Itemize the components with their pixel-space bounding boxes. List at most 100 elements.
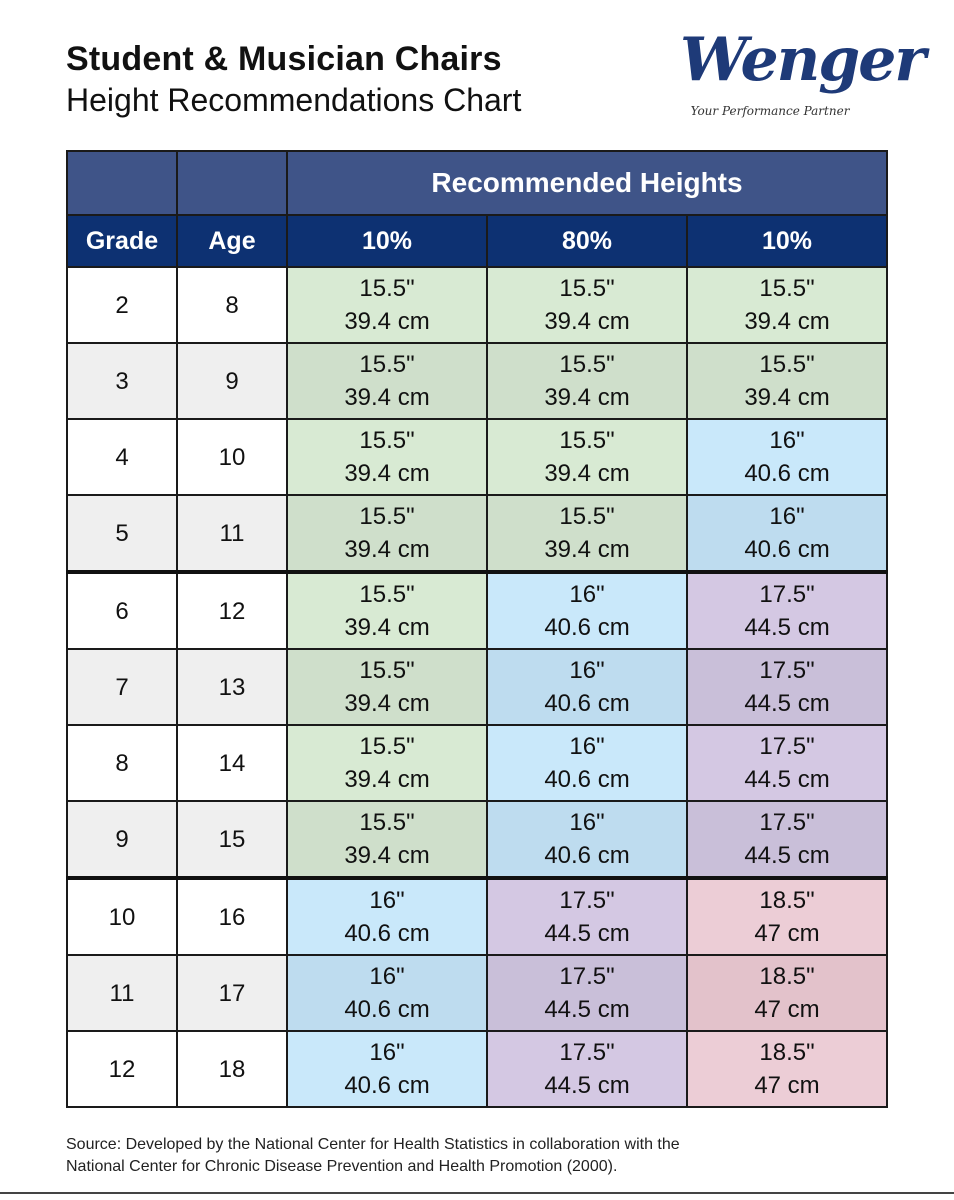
logo-tagline: Your Performance Partner (690, 104, 850, 118)
source-line-1: Source: Developed by the National Center… (66, 1136, 680, 1153)
height-cm: 47 cm (754, 996, 820, 1023)
height-inches: 15.5" (359, 427, 415, 454)
header-blank-grade (66, 150, 178, 216)
recommended-heights-header: Recommended Heights (286, 150, 888, 216)
height-cell: 17.5" 44.5 cm (686, 571, 888, 650)
height-inches: 16" (569, 809, 605, 836)
height-cell: 17.5" 44.5 cm (486, 1030, 688, 1108)
age-cell: 14 (176, 724, 288, 802)
table-row: 12 18 16" 40.6 cm 17.5" 44.5 cm 18.5" 47 cm (66, 1030, 888, 1108)
height-cell: 15.5" 39.4 cm (286, 800, 488, 880)
height-cm: 40.6 cm (344, 996, 430, 1023)
height-cell: 16" 40.6 cm (686, 418, 888, 496)
height-cm: 44.5 cm (744, 614, 830, 641)
height-cell: 16" 40.6 cm (486, 571, 688, 650)
grade-cell: 9 (66, 800, 178, 880)
table-row: 3 9 15.5" 39.4 cm 15.5" 39.4 cm 15.5" 39.4 cm (66, 342, 888, 420)
height-cm: 40.6 cm (744, 536, 830, 563)
height-inches: 15.5" (759, 351, 815, 378)
height-inches: 17.5" (759, 733, 815, 760)
height-cm: 39.4 cm (744, 308, 830, 335)
height-cm: 44.5 cm (544, 1072, 630, 1099)
height-cm: 39.4 cm (544, 384, 630, 411)
height-cell: 15.5" 39.4 cm (286, 648, 488, 726)
table-row: 9 15 15.5" 39.4 cm 16" 40.6 cm 17.5" 44.5 cm (66, 800, 888, 880)
table-row: 5 11 15.5" 39.4 cm 15.5" 39.4 cm 16" 40.6 cm (66, 494, 888, 574)
height-cell: 16" 40.6 cm (486, 724, 688, 802)
height-cm: 39.4 cm (344, 384, 430, 411)
height-cell: 16" 40.6 cm (286, 954, 488, 1032)
height-cell: 18.5" 47 cm (686, 877, 888, 956)
height-inches: 16" (369, 963, 405, 990)
grade-cell: 8 (66, 724, 178, 802)
height-inches: 15.5" (359, 581, 415, 608)
height-cm: 39.4 cm (344, 690, 430, 717)
age-cell: 18 (176, 1030, 288, 1108)
height-cm: 44.5 cm (744, 690, 830, 717)
height-cell: 17.5" 44.5 cm (486, 954, 688, 1032)
height-cm: 40.6 cm (344, 1072, 430, 1099)
height-cm: 47 cm (754, 1072, 820, 1099)
height-cell: 16" 40.6 cm (486, 800, 688, 880)
brand-logo: Wenger ® Your Performance Partner (680, 22, 926, 126)
height-cell: 17.5" 44.5 cm (686, 724, 888, 802)
height-inches: 16" (569, 733, 605, 760)
age-cell: 17 (176, 954, 288, 1032)
table-row: 10 16 16" 40.6 cm 17.5" 44.5 cm 18.5" 47 cm (66, 877, 888, 956)
grade-cell: 5 (66, 494, 178, 574)
height-cm: 44.5 cm (544, 920, 630, 947)
height-inches: 18.5" (759, 1039, 815, 1066)
height-cm: 39.4 cm (344, 842, 430, 869)
column-header-mid: 80% (486, 214, 688, 268)
height-inches: 16" (569, 657, 605, 684)
grade-cell: 7 (66, 648, 178, 726)
height-inches: 15.5" (359, 733, 415, 760)
column-header-high: 10% (686, 214, 888, 268)
age-cell: 13 (176, 648, 288, 726)
logo-wordmark: Wenger (680, 25, 926, 95)
height-cm: 47 cm (754, 920, 820, 947)
age-cell: 10 (176, 418, 288, 496)
height-cell: 15.5" 39.4 cm (486, 494, 688, 574)
height-inches: 15.5" (559, 503, 615, 530)
height-cell: 15.5" 39.4 cm (686, 342, 888, 420)
height-inches: 15.5" (359, 503, 415, 530)
height-cm: 39.4 cm (744, 384, 830, 411)
age-cell: 9 (176, 342, 288, 420)
height-cm: 39.4 cm (544, 460, 630, 487)
height-cm: 39.4 cm (544, 308, 630, 335)
height-inches: 16" (369, 887, 405, 914)
height-cell: 18.5" 47 cm (686, 1030, 888, 1108)
height-inches: 17.5" (759, 657, 815, 684)
source-line-2: National Center for Chronic Disease Prev… (66, 1158, 618, 1175)
grade-cell: 4 (66, 418, 178, 496)
grade-cell: 11 (66, 954, 178, 1032)
height-inches: 17.5" (759, 581, 815, 608)
height-cm: 39.4 cm (344, 308, 430, 335)
grade-cell: 10 (66, 877, 178, 956)
page-subtitle: Height Recommendations Chart (66, 82, 522, 118)
grade-cell: 3 (66, 342, 178, 420)
height-cm: 40.6 cm (544, 842, 630, 869)
table-row: 6 12 15.5" 39.4 cm 16" 40.6 cm 17.5" 44.5 cm (66, 571, 888, 650)
height-cell: 15.5" 39.4 cm (486, 342, 688, 420)
height-cell: 18.5" 47 cm (686, 954, 888, 1032)
height-inches: 16" (769, 427, 805, 454)
height-cell: 15.5" 39.4 cm (486, 418, 688, 496)
page-title: Student & Musician Chairs (66, 40, 502, 78)
height-cm: 44.5 cm (744, 766, 830, 793)
grade-cell: 12 (66, 1030, 178, 1108)
table-row: 8 14 15.5" 39.4 cm 16" 40.6 cm 17.5" 44.5 cm (66, 724, 888, 802)
grade-cell: 6 (66, 571, 178, 650)
table-body: 2 8 15.5" 39.4 cm 15.5" 39.4 cm 15.5" 39.4 cm 3 9… (66, 266, 888, 1108)
height-inches: 15.5" (559, 427, 615, 454)
height-cm: 40.6 cm (544, 766, 630, 793)
height-cell: 17.5" 44.5 cm (486, 877, 688, 956)
height-cm: 40.6 cm (544, 614, 630, 641)
height-cell: 15.5" 39.4 cm (286, 494, 488, 574)
height-cell: 17.5" 44.5 cm (686, 800, 888, 880)
height-inches: 15.5" (359, 275, 415, 302)
height-inches: 15.5" (559, 351, 615, 378)
height-inches: 16" (569, 581, 605, 608)
height-cell: 16" 40.6 cm (686, 494, 888, 574)
